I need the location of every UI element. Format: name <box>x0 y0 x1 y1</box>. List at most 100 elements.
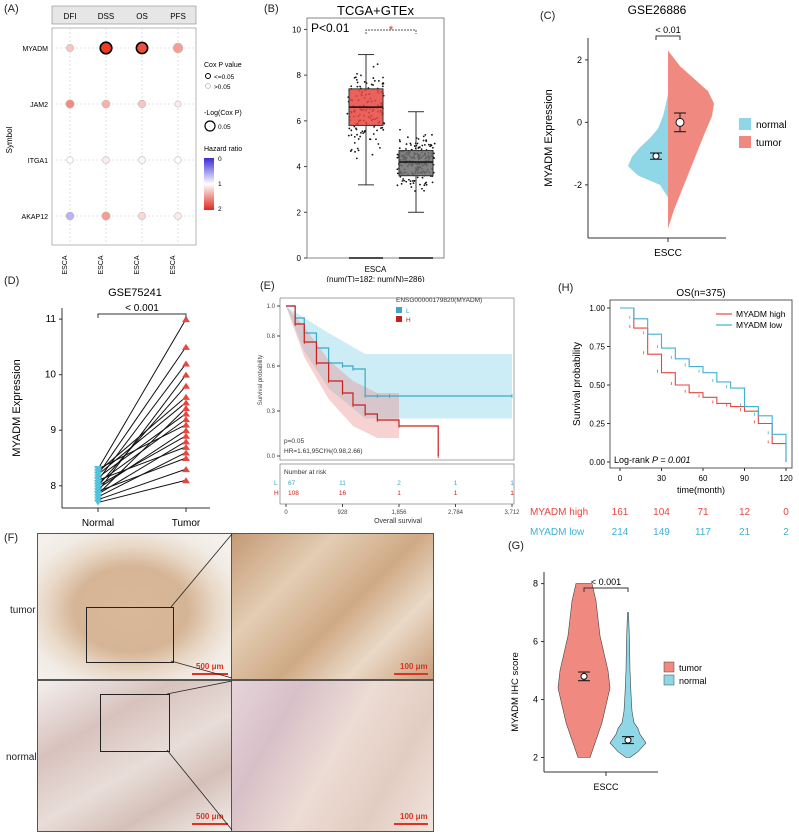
tumor-point-12 <box>182 421 190 428</box>
xtick-label-h-0: 0 <box>618 474 623 483</box>
jitter-point-N <box>408 178 410 181</box>
bubble-JAM2-PFS <box>174 100 182 108</box>
row-label-AKAP12: AKAP12 <box>22 214 49 221</box>
tumor-point-17 <box>182 405 190 411</box>
bubble-AKAP12-DSS <box>101 211 111 221</box>
ylabel-c: MYADM Expression <box>543 89 555 187</box>
violin-normal-g <box>609 612 647 758</box>
tumor-point-15 <box>182 360 190 367</box>
jitter-point-T <box>380 127 382 130</box>
tumor-point-0 <box>182 477 190 484</box>
ytick-label-c-2: 2 <box>577 55 582 65</box>
panel-h: (H) OS(n=375) 0.00 0.25 0.50 0.75 1.00 Surviva… <box>520 278 799 548</box>
jitter-point-N <box>399 175 402 178</box>
jitter-point-T <box>369 138 371 141</box>
jitter-point-T <box>356 133 358 136</box>
jitter-point-T <box>357 138 360 140</box>
xtick-label-e-4: 3,712 <box>504 510 520 516</box>
ytick-label-g-0: 2 <box>533 753 538 763</box>
jitter-point-N <box>414 190 416 192</box>
jitter-point-T <box>350 148 353 151</box>
risk-table-frame-e <box>279 463 515 505</box>
legend-color-tick-2: 2 <box>218 206 222 213</box>
legend-cox-item-1: >0.05 <box>214 84 231 91</box>
panel-label-d: (D) <box>4 275 20 287</box>
bubble-MYADM-DFI <box>66 44 74 52</box>
jitter-point-T <box>377 143 380 145</box>
jitter-point-N <box>420 148 423 151</box>
pair-line-17 <box>97 407 187 495</box>
legend-color-bar <box>204 158 214 210</box>
risk-value-e-L-2: 2 <box>397 480 401 487</box>
pair-line-4 <box>97 457 187 492</box>
risk-value-e-H-4: 1 <box>510 490 514 497</box>
jitter-point-T <box>348 127 351 130</box>
row-label-normal: normal <box>6 752 37 763</box>
title-b: TCGA+GTEx <box>337 3 414 18</box>
jitter-point-T <box>350 134 353 136</box>
jitter-point-T <box>379 146 381 149</box>
ytick-label-h-4: 1.00 <box>589 304 605 313</box>
jitter-point-N <box>431 133 433 136</box>
stat-e-0: p=0.05 <box>284 438 304 445</box>
jitter-point-T <box>350 129 353 132</box>
jitter-point-N <box>399 128 401 131</box>
jitter-point-N <box>425 183 428 186</box>
risk-value-h-0-2: 71 <box>697 507 709 518</box>
jitter-point-T <box>360 131 362 134</box>
pair-line-13 <box>97 385 187 487</box>
legend-cox-sig <box>205 73 211 79</box>
jitter-point-N <box>412 182 415 185</box>
jitter-point-N <box>424 182 427 185</box>
risk-row-label-e-H: H <box>274 490 279 497</box>
jitter-point-T <box>382 128 385 131</box>
row-label-MYADM: MYADM <box>22 46 48 53</box>
jitter-point-N <box>421 144 424 147</box>
scale-label-500-normal: 500 μm <box>196 812 224 821</box>
ylabel-h: Survival probability <box>572 342 583 426</box>
risk-value-e-L-3: 1 <box>454 480 458 487</box>
jitter-point-N <box>396 172 399 175</box>
ci-band-H <box>286 306 399 438</box>
jitter-point-N <box>423 189 425 192</box>
risk-value-e-H-1: 16 <box>339 490 347 497</box>
jitter-point-N <box>396 153 399 156</box>
facet-strip-a <box>51 5 197 25</box>
jitter-point-N <box>409 142 412 145</box>
legend-size-title: -Log(Cox P) <box>204 110 242 117</box>
scale-bar-100-normal <box>394 823 428 825</box>
xlabel-g: ESCC <box>593 782 619 792</box>
legend-title-e: ENSG00000179820(MYADM) <box>396 297 482 304</box>
ytick-label-d-3: 11 <box>46 314 57 325</box>
scale-bar-500-normal <box>192 823 228 825</box>
ytick-label-b-5: 10 <box>292 25 301 34</box>
tumor-point-1 <box>182 466 190 473</box>
panel-label-h: (H) <box>558 282 574 294</box>
jitter-point-N <box>402 178 405 180</box>
jitter-point-N <box>413 180 416 182</box>
scale-bar-100-tumor <box>394 673 428 675</box>
row-label-JAM2: JAM2 <box>30 102 48 109</box>
legend-color-tick-1: 1 <box>218 181 222 188</box>
jitter-point-T <box>353 135 356 138</box>
ylabel-a: Symbol <box>5 126 14 153</box>
pair-line-0 <box>97 479 187 503</box>
ytick-label-h-1: 0.25 <box>589 420 605 429</box>
legend-label-g-tumor: tumor <box>679 663 702 673</box>
tumor-c-mean-point <box>675 117 685 127</box>
tumor-low-mag-image: 500 μm <box>37 533 233 680</box>
bubble-ITGA1-PFS <box>174 156 182 164</box>
legend-cox-item-0: <=0.05 <box>214 74 235 81</box>
violin-tumor-g <box>557 583 611 758</box>
ytick-label-e-2: 0.6 <box>267 364 276 370</box>
jitter-point-T <box>381 126 384 129</box>
row-label-ITGA1: ITGA1 <box>28 158 48 165</box>
jitter-point-N <box>416 176 419 179</box>
pvalue-c: < 0.01 <box>655 25 680 35</box>
jitter-point-N <box>398 147 401 150</box>
ytick-label-e-3: 0.8 <box>267 334 276 340</box>
panel-c: (C) GSE26886 -2 0 2 MYADM Expression < 0.01 ES… <box>532 0 799 270</box>
jitter-point-N <box>432 146 434 149</box>
jitter-point-N <box>423 184 426 187</box>
normal-high-mag-image: 100 μm <box>231 680 434 832</box>
